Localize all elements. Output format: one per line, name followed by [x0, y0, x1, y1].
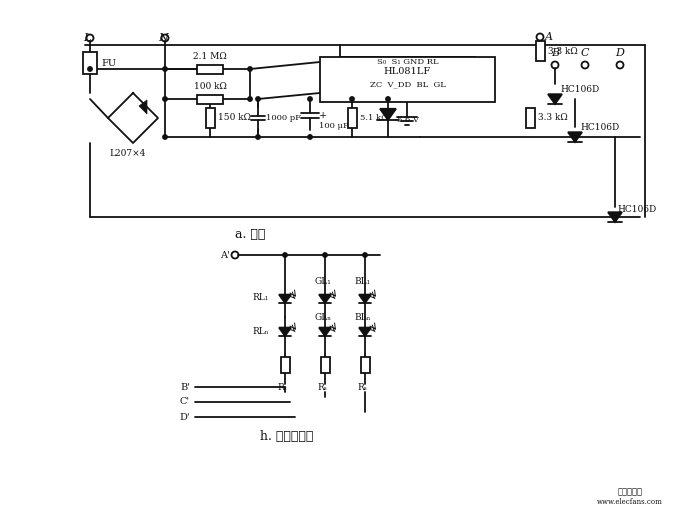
Text: D': D' — [179, 413, 190, 421]
Polygon shape — [279, 328, 291, 336]
Text: L: L — [83, 33, 91, 43]
Text: HC106D: HC106D — [580, 123, 620, 131]
Text: www.elecfans.com: www.elecfans.com — [597, 498, 663, 506]
Text: BLₙ: BLₙ — [355, 313, 371, 323]
Text: C': C' — [180, 398, 190, 406]
Text: 1000 pF: 1000 pF — [266, 114, 301, 122]
Text: 100 kΩ: 100 kΩ — [194, 82, 226, 91]
Text: 5.6 V: 5.6 V — [397, 116, 419, 124]
Bar — [360, 357, 370, 373]
Text: Rₛ: Rₛ — [357, 383, 367, 391]
Bar — [321, 357, 330, 373]
Polygon shape — [319, 295, 331, 303]
Polygon shape — [548, 94, 562, 104]
Text: h. 闪光灯带：: h. 闪光灯带： — [260, 431, 314, 444]
Text: C: C — [581, 48, 589, 58]
Text: RLₙ: RLₙ — [253, 327, 269, 337]
Polygon shape — [359, 295, 371, 303]
Text: B': B' — [180, 383, 190, 391]
Bar — [347, 108, 356, 128]
Text: FU: FU — [101, 58, 116, 68]
Bar — [281, 357, 290, 373]
Text: GL₁: GL₁ — [314, 277, 331, 285]
Polygon shape — [139, 100, 147, 114]
Circle shape — [308, 135, 312, 139]
Text: A': A' — [220, 251, 230, 260]
Text: 150 kΩ: 150 kΩ — [218, 114, 251, 123]
Text: D: D — [615, 48, 624, 58]
Text: HC106D: HC106D — [560, 84, 599, 94]
Text: ZC  V_DD  BL  GL: ZC V_DD BL GL — [370, 81, 445, 88]
Text: HC106D: HC106D — [617, 205, 657, 214]
Bar — [526, 108, 535, 128]
Circle shape — [248, 67, 252, 71]
Text: S₀  S₁ GND RL: S₀ S₁ GND RL — [377, 57, 438, 66]
Circle shape — [256, 97, 260, 101]
Circle shape — [363, 253, 368, 257]
Bar — [320, 57, 495, 102]
Text: GLₙ: GLₙ — [314, 313, 332, 323]
Text: A: A — [545, 32, 553, 42]
Text: N: N — [158, 33, 168, 43]
Circle shape — [163, 67, 167, 71]
Text: B: B — [551, 48, 559, 58]
Circle shape — [350, 97, 354, 101]
Text: L207×4: L207×4 — [110, 148, 146, 158]
Polygon shape — [608, 212, 622, 222]
Bar — [197, 95, 223, 103]
Circle shape — [248, 97, 252, 101]
Circle shape — [163, 97, 167, 101]
Text: a. 电路: a. 电路 — [234, 229, 265, 241]
Text: Rₛ: Rₛ — [277, 383, 287, 391]
Circle shape — [163, 135, 167, 139]
Circle shape — [283, 253, 287, 257]
Text: 2.1 MΩ: 2.1 MΩ — [193, 52, 227, 61]
Bar — [83, 52, 97, 74]
Circle shape — [88, 67, 92, 71]
Text: RL₁: RL₁ — [253, 293, 269, 301]
Circle shape — [256, 135, 260, 139]
Text: Rₛ: Rₛ — [317, 383, 327, 391]
Bar — [197, 65, 223, 73]
Text: BL₁: BL₁ — [355, 277, 371, 285]
Circle shape — [386, 97, 390, 101]
Polygon shape — [380, 109, 396, 120]
Text: 5.1 kΩ: 5.1 kΩ — [360, 114, 388, 122]
Polygon shape — [568, 132, 582, 142]
Polygon shape — [319, 328, 331, 336]
Text: 3.3 kΩ: 3.3 kΩ — [538, 114, 568, 123]
Bar — [206, 108, 214, 128]
Text: 电子发烧友: 电子发烧友 — [617, 488, 643, 496]
Circle shape — [323, 253, 327, 257]
Circle shape — [308, 97, 312, 101]
Text: +: + — [319, 111, 328, 119]
Bar — [536, 41, 545, 61]
Polygon shape — [279, 295, 291, 303]
Polygon shape — [359, 328, 371, 336]
Text: 3.3 kΩ: 3.3 kΩ — [548, 47, 578, 55]
Text: HL081LF: HL081LF — [384, 67, 431, 76]
Text: 100 μF: 100 μF — [319, 122, 349, 130]
